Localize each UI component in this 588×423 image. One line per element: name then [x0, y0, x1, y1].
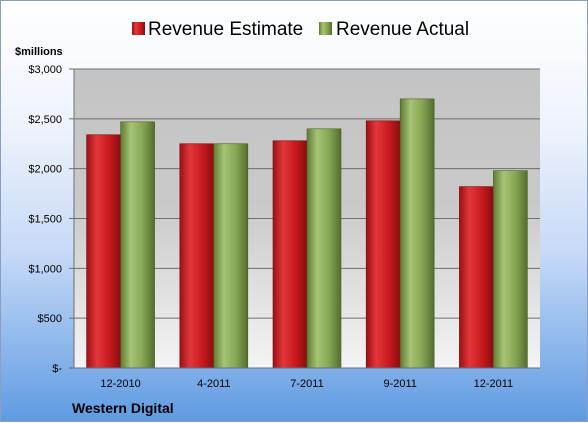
y-tick-label: $2,000: [28, 164, 62, 176]
bar-actual-12-2010: [120, 121, 155, 369]
x-tick-label: 7-2011: [290, 378, 323, 390]
y-tick-label: $3,000: [28, 64, 62, 76]
bar-estimate-9-2011: [365, 120, 401, 369]
x-tick-label: 12-2010: [100, 378, 140, 390]
y-tick-label: $1,000: [28, 263, 62, 275]
legend-label-actual: Revenue Actual: [336, 19, 469, 40]
y-tick-label: $2,500: [28, 114, 62, 126]
y-tick-label: $500: [38, 313, 62, 325]
bar-actual-9-2011: [399, 98, 435, 369]
bar-estimate-12-2011: [459, 186, 494, 369]
y-tick-label: $-: [52, 363, 62, 375]
source-label: Western Digital: [72, 400, 174, 416]
bar-estimate-12-2010: [86, 134, 121, 369]
bar-actual-4-2011: [213, 143, 249, 369]
legend: Revenue Estimate Revenue Actual: [132, 19, 469, 40]
unit-label: $millions: [15, 46, 63, 58]
bar-actual-7-2011: [306, 128, 342, 369]
bar-estimate-7-2011: [272, 140, 308, 369]
legend-swatch-estimate: [132, 22, 145, 35]
x-tick-label: 4-2011: [197, 378, 230, 390]
x-tick-label: 12-2011: [474, 378, 514, 390]
bar-estimate-4-2011: [179, 143, 215, 369]
x-tick-label: 9-2011: [383, 378, 416, 390]
legend-label-estimate: Revenue Estimate: [148, 19, 303, 40]
bar-actual-12-2011: [493, 170, 528, 369]
legend-swatch-actual: [319, 22, 332, 35]
y-tick-label: $1,500: [28, 214, 62, 226]
